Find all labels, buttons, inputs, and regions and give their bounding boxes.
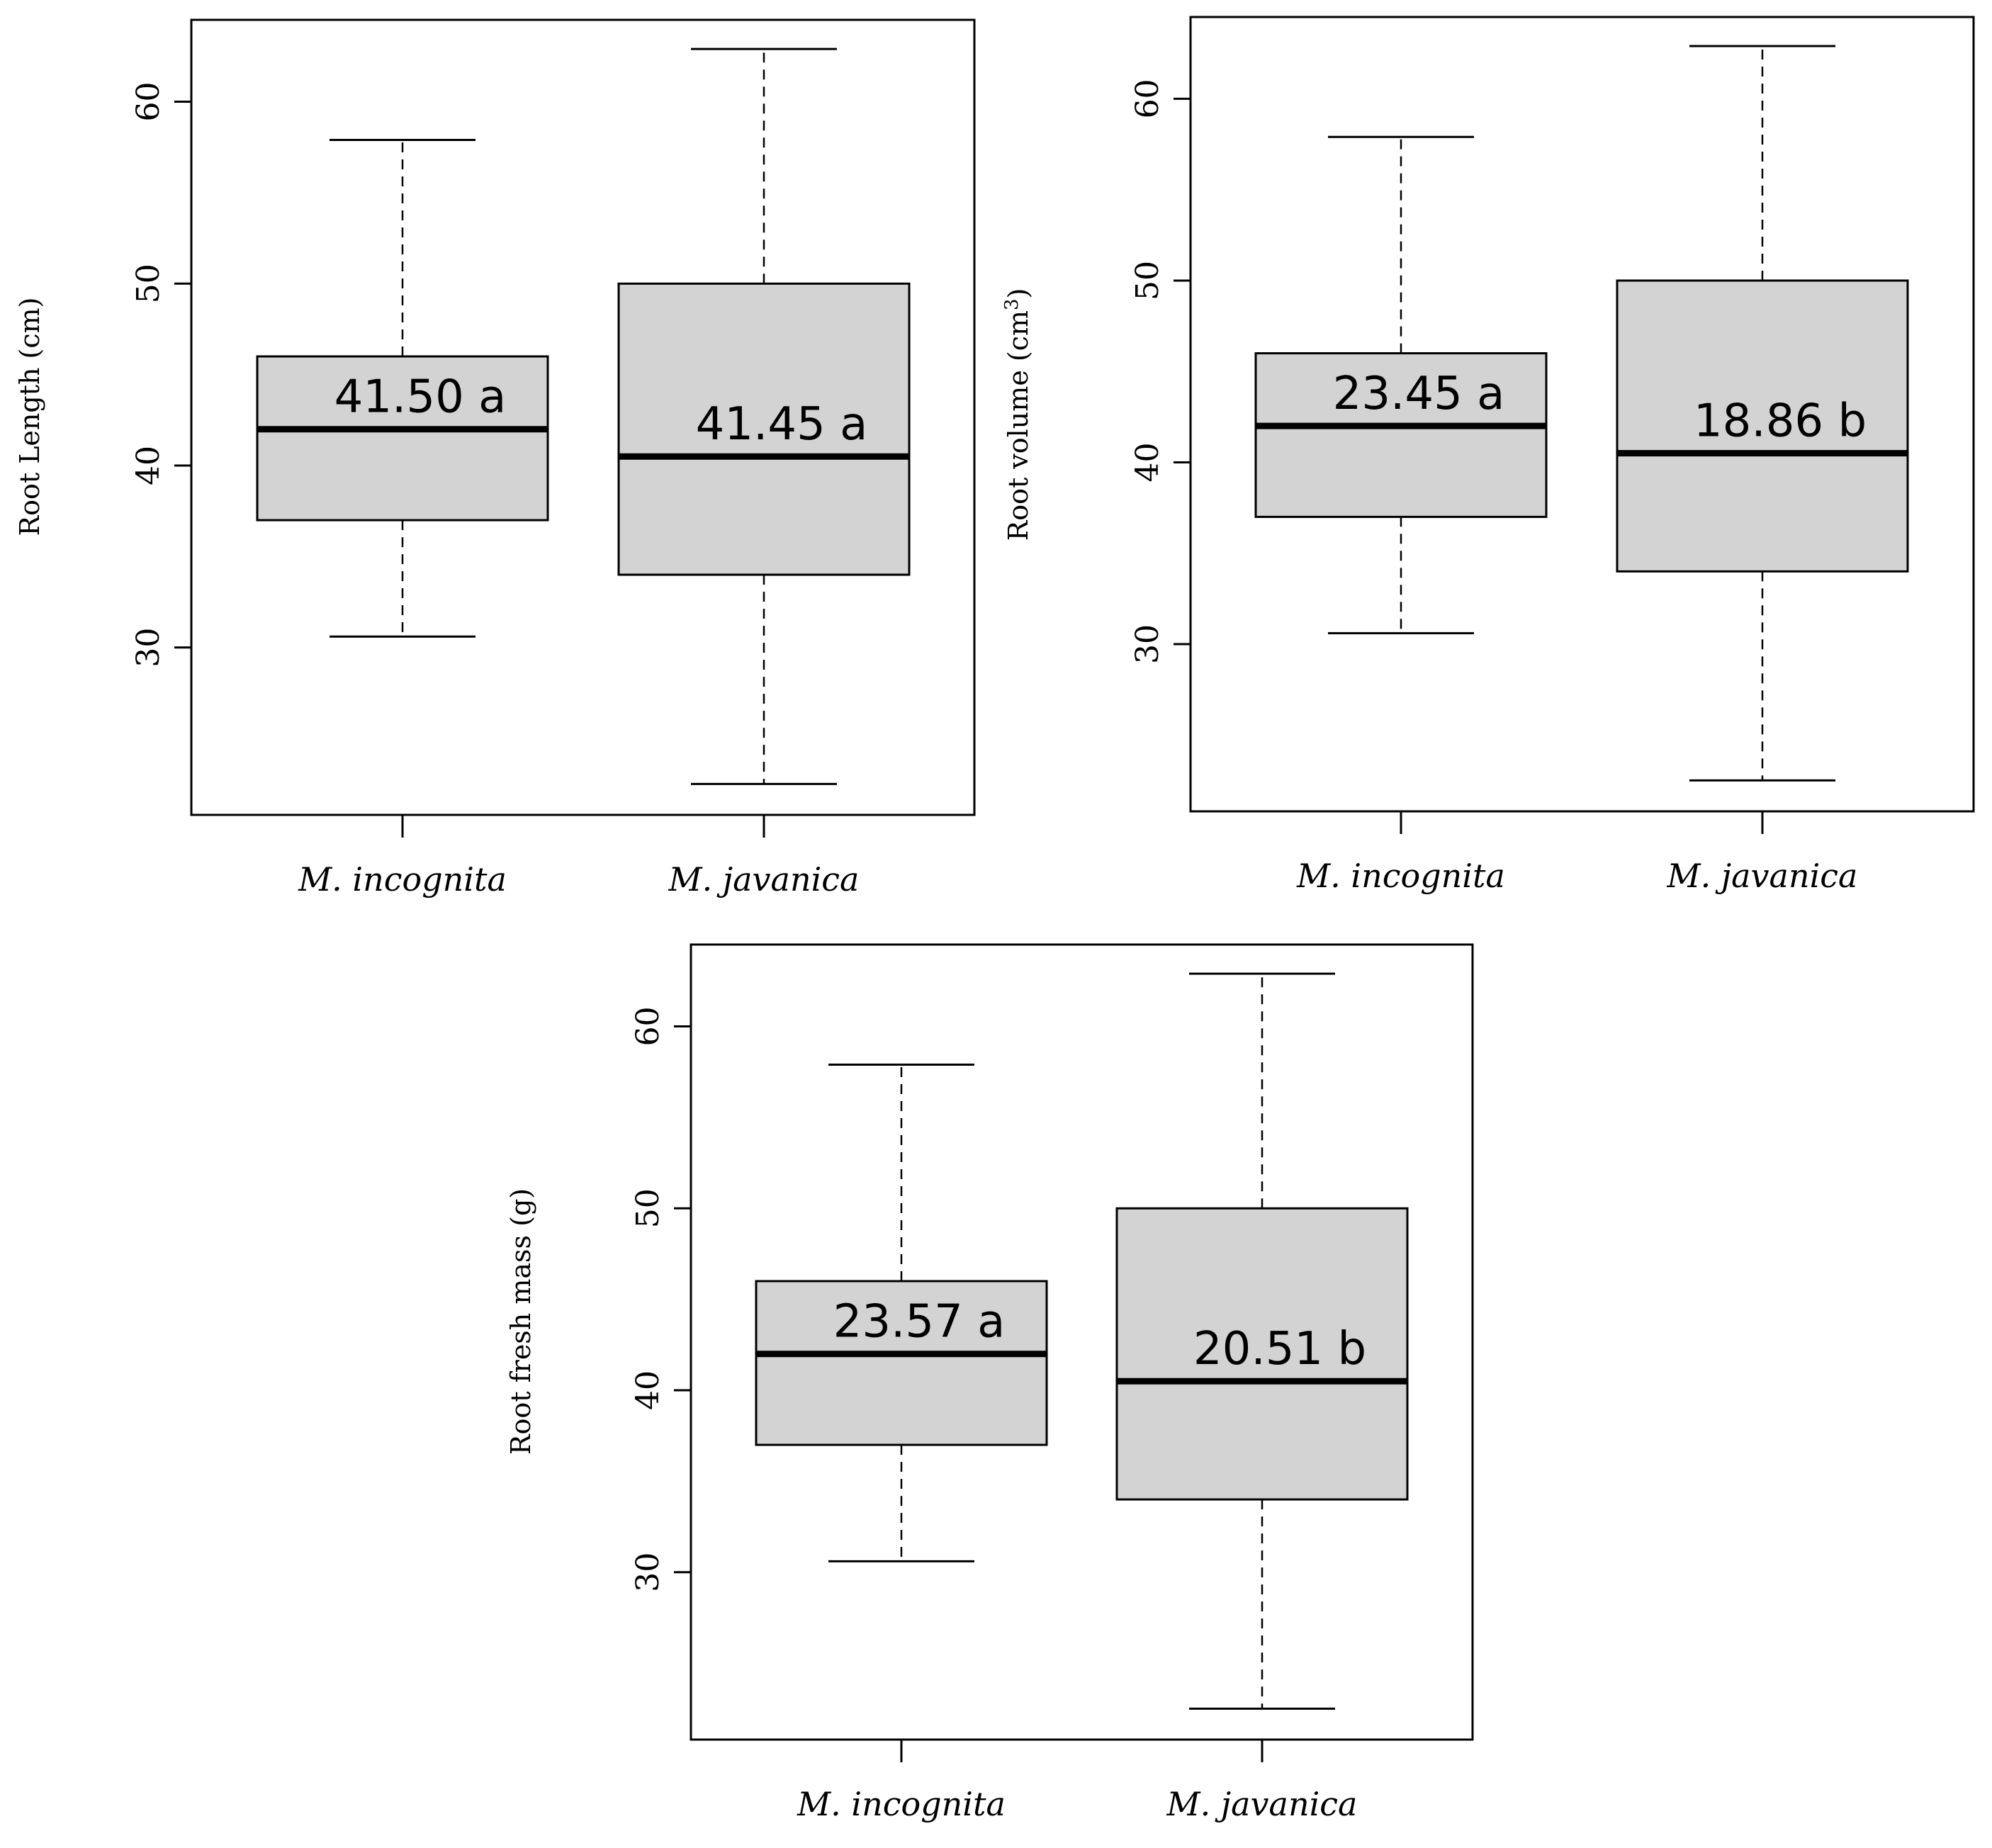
x-category-label: M. javanica [1667, 857, 1858, 895]
y-tick-label: 30 [1130, 624, 1166, 664]
y-axis-title-text: Root Length (cm) [14, 297, 45, 536]
y-axis-title: Root fresh mass (g) [505, 1188, 536, 1455]
mean-annotation: 23.45 a [1333, 368, 1505, 420]
mean-annotation: 18.86 b [1694, 395, 1867, 448]
mean-annotation: 20.51 b [1193, 1323, 1366, 1375]
y-tick-label: 30 [630, 1553, 666, 1592]
chart-panel-2: 30 40 50 60 Root volume (cm3) M. incognita M. … [1001, 16, 1975, 895]
box-2: 20.51 b [1115, 972, 1409, 1710]
y-axis-title: Root volume (cm3) [1001, 288, 1034, 541]
plot-frame [690, 943, 1474, 1741]
iqr-box [617, 282, 911, 576]
chart-panel-3: 30 40 50 60 Root fresh mass (g) M. incognita M… [505, 943, 1474, 1823]
y-axis-title: Root Length (cm) [14, 297, 45, 536]
x-category-label: M. javanica [1166, 1785, 1358, 1823]
y-tick-label: 40 [130, 446, 167, 485]
y-tick-label: 40 [630, 1370, 666, 1410]
y-tick-label: 50 [630, 1188, 666, 1228]
box-1: 23.57 a [755, 1063, 1048, 1562]
x-category-label: M. incognita [1296, 857, 1505, 895]
x-category-label: M. javanica [668, 860, 860, 898]
y-tick-label: 50 [130, 264, 167, 303]
y-axis-title-superscript: 3 [1001, 298, 1023, 310]
box-1: 41.50 a [256, 138, 549, 638]
y-tick-label: 60 [130, 82, 167, 122]
box-2: 41.45 a [617, 47, 911, 785]
y-tick-label: 60 [1130, 79, 1166, 118]
y-tick-label: 30 [130, 628, 167, 667]
plot-frame [1189, 16, 1975, 813]
x-category-label: M. incognita [797, 1785, 1006, 1823]
box-1: 23.45 a [1254, 135, 1548, 635]
y-tick-label: 50 [1130, 261, 1166, 300]
y-axis-title-text: Root volume (cm [1003, 310, 1034, 541]
mean-annotation: 23.57 a [833, 1296, 1006, 1348]
iqr-box [1254, 352, 1548, 518]
iqr-box [256, 355, 549, 522]
iqr-box [1616, 279, 1909, 573]
mean-annotation: 41.45 a [696, 398, 868, 451]
y-axis-title-tail: ) [1003, 288, 1034, 299]
x-category-label: M. incognita [298, 860, 507, 898]
chart-panel-1: 30 40 50 60 Root Length (cm) M. incognita M. j… [14, 18, 976, 898]
plot-frame [190, 18, 976, 816]
iqr-box [1115, 1207, 1409, 1501]
y-tick-label: 40 [1130, 442, 1166, 482]
iqr-box [755, 1280, 1048, 1446]
box-2: 18.86 b [1616, 45, 1909, 782]
y-tick-label: 60 [630, 1007, 666, 1047]
y-axis-title-text: Root fresh mass (g) [505, 1188, 536, 1455]
mean-annotation: 41.50 a [334, 371, 507, 424]
